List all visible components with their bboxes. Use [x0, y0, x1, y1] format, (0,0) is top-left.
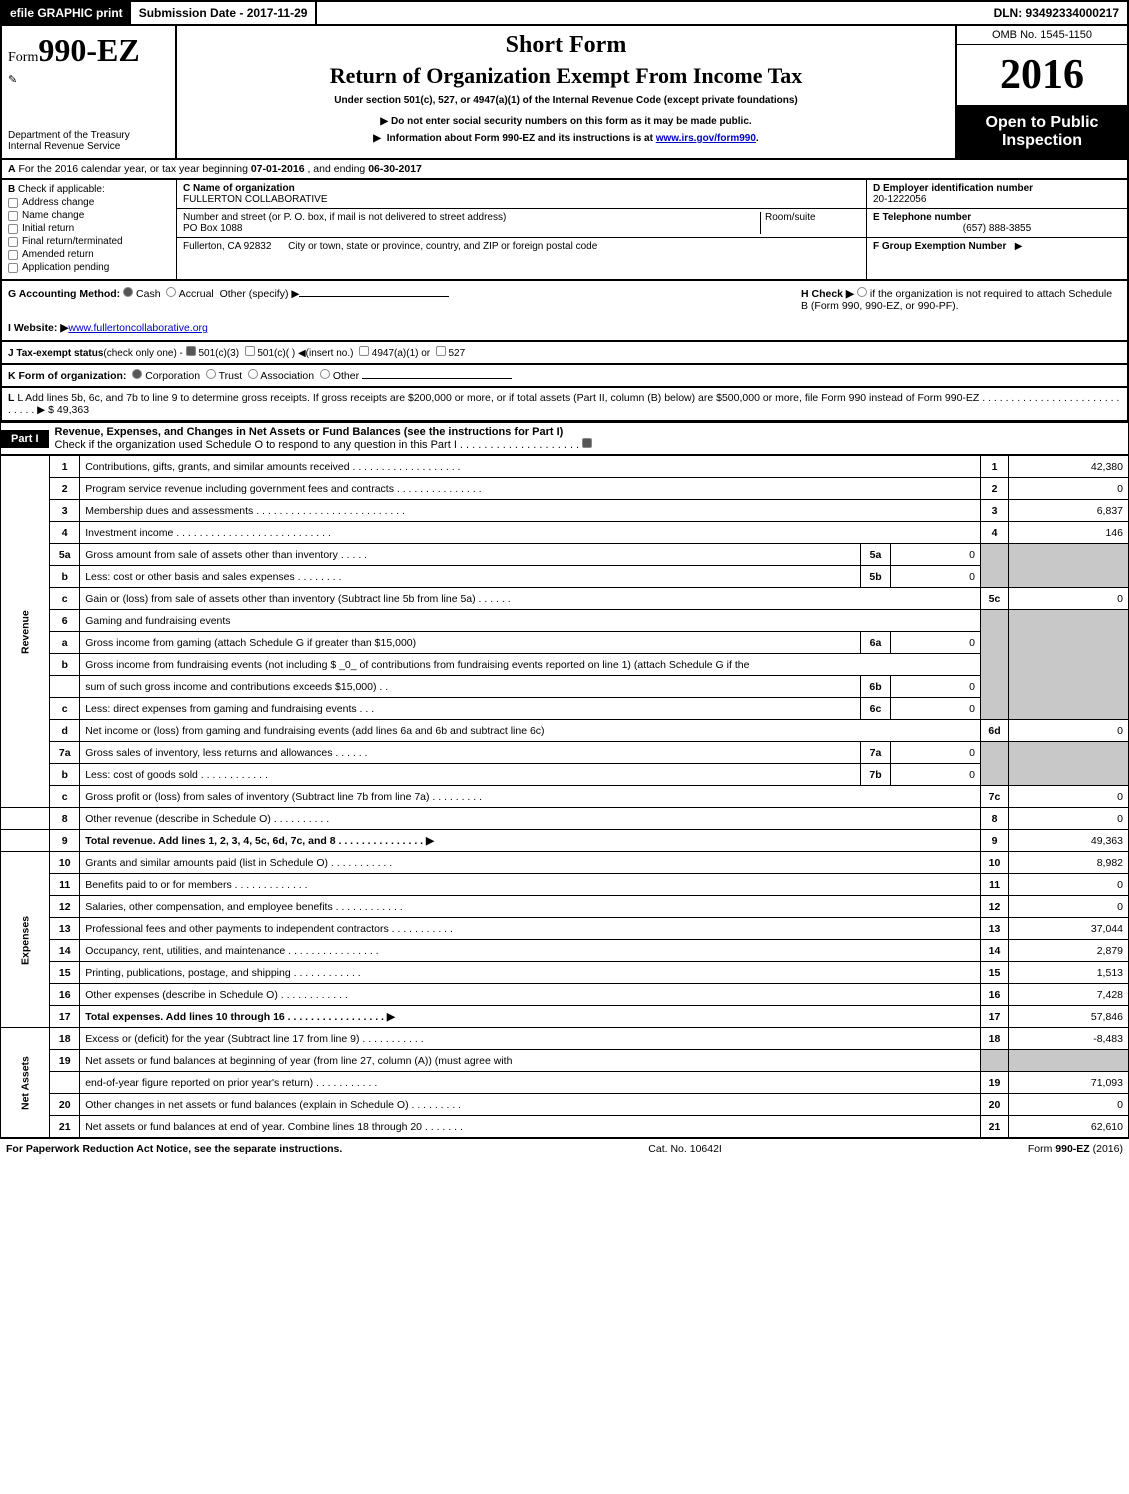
sidebar-net-assets: Net Assets	[1, 1028, 50, 1138]
dln-number: DLN: 93492334000217	[986, 2, 1127, 24]
main-title: Return of Organization Exempt From Incom…	[183, 63, 949, 89]
radio-other[interactable]	[320, 369, 330, 379]
website-link[interactable]: www.fullertoncollaborative.org	[68, 322, 207, 334]
main-table: Revenue 1Contributions, gifts, grants, a…	[0, 455, 1129, 1138]
checkbox-4947[interactable]	[359, 346, 369, 356]
sidebar-revenue: Revenue	[1, 456, 50, 808]
radio-trust[interactable]	[206, 369, 216, 379]
footer: For Paperwork Reduction Act Notice, see …	[0, 1138, 1129, 1159]
checkbox-501c3[interactable]	[186, 346, 196, 356]
org-name: FULLERTON COLLABORATIVE	[183, 194, 328, 205]
submission-date: Submission Date - 2017-11-29	[131, 2, 318, 24]
paperwork-notice: For Paperwork Reduction Act Notice, see …	[6, 1143, 342, 1155]
dept-treasury: Department of the Treasury	[8, 130, 169, 141]
city-address: Fullerton, CA 92832	[183, 241, 271, 252]
irs-link[interactable]: www.irs.gov/form990	[656, 133, 756, 144]
checkbox-501c[interactable]	[245, 346, 255, 356]
checkbox-initial-return[interactable]	[8, 224, 18, 234]
radio-association[interactable]	[248, 369, 258, 379]
ein: 20-1222056	[873, 194, 926, 205]
open-to-public: Open to Public Inspection	[957, 106, 1127, 158]
checkbox-h[interactable]	[857, 287, 867, 297]
radio-cash[interactable]	[123, 287, 133, 297]
section-b-to-f: B Check if applicable: Address change Na…	[0, 180, 1129, 281]
radio-corporation[interactable]	[132, 369, 142, 379]
short-form-title: Short Form	[183, 32, 949, 59]
section-k: K Form of organization: Corporation Trus…	[0, 365, 1129, 388]
section-l: L L Add lines 5b, 6c, and 7b to line 9 t…	[0, 388, 1129, 422]
dept-irs: Internal Revenue Service	[8, 141, 169, 152]
form-number: Form990-EZ ✎	[8, 32, 169, 86]
telephone: (657) 888-3855	[873, 223, 1121, 234]
section-g-h: G Accounting Method: Cash Accrual Other …	[0, 281, 1129, 342]
cat-no: Cat. No. 10642I	[648, 1143, 722, 1155]
tax-year: 2016	[957, 45, 1127, 106]
checkbox-527[interactable]	[436, 346, 446, 356]
info-line: Information about Form 990-EZ and its in…	[183, 133, 949, 144]
top-bar: efile GRAPHIC print Submission Date - 20…	[0, 0, 1129, 26]
ssn-warning: Do not enter social security numbers on …	[183, 116, 949, 127]
line-a: A For the 2016 calendar year, or tax yea…	[0, 160, 1129, 180]
checkbox-application-pending[interactable]	[8, 263, 18, 273]
subtitle: Under section 501(c), 527, or 4947(a)(1)…	[183, 95, 949, 106]
section-j: J Tax-exempt status(check only one) - 50…	[0, 342, 1129, 365]
efile-print-button[interactable]: efile GRAPHIC print	[2, 2, 131, 24]
omb-number: OMB No. 1545-1150	[957, 26, 1127, 45]
checkbox-schedule-o[interactable]	[582, 438, 592, 448]
part-i-header: Part I Revenue, Expenses, and Changes in…	[0, 422, 1129, 455]
form-footer: Form 990-EZ (2016)	[1028, 1143, 1123, 1155]
form-header: Form990-EZ ✎ Department of the Treasury …	[0, 26, 1129, 160]
checkbox-final-return[interactable]	[8, 237, 18, 247]
radio-accrual[interactable]	[166, 287, 176, 297]
checkbox-amended[interactable]	[8, 250, 18, 260]
sidebar-expenses: Expenses	[1, 852, 50, 1028]
checkbox-address-change[interactable]	[8, 198, 18, 208]
street-address: PO Box 1088	[183, 223, 242, 234]
checkbox-name-change[interactable]	[8, 211, 18, 221]
